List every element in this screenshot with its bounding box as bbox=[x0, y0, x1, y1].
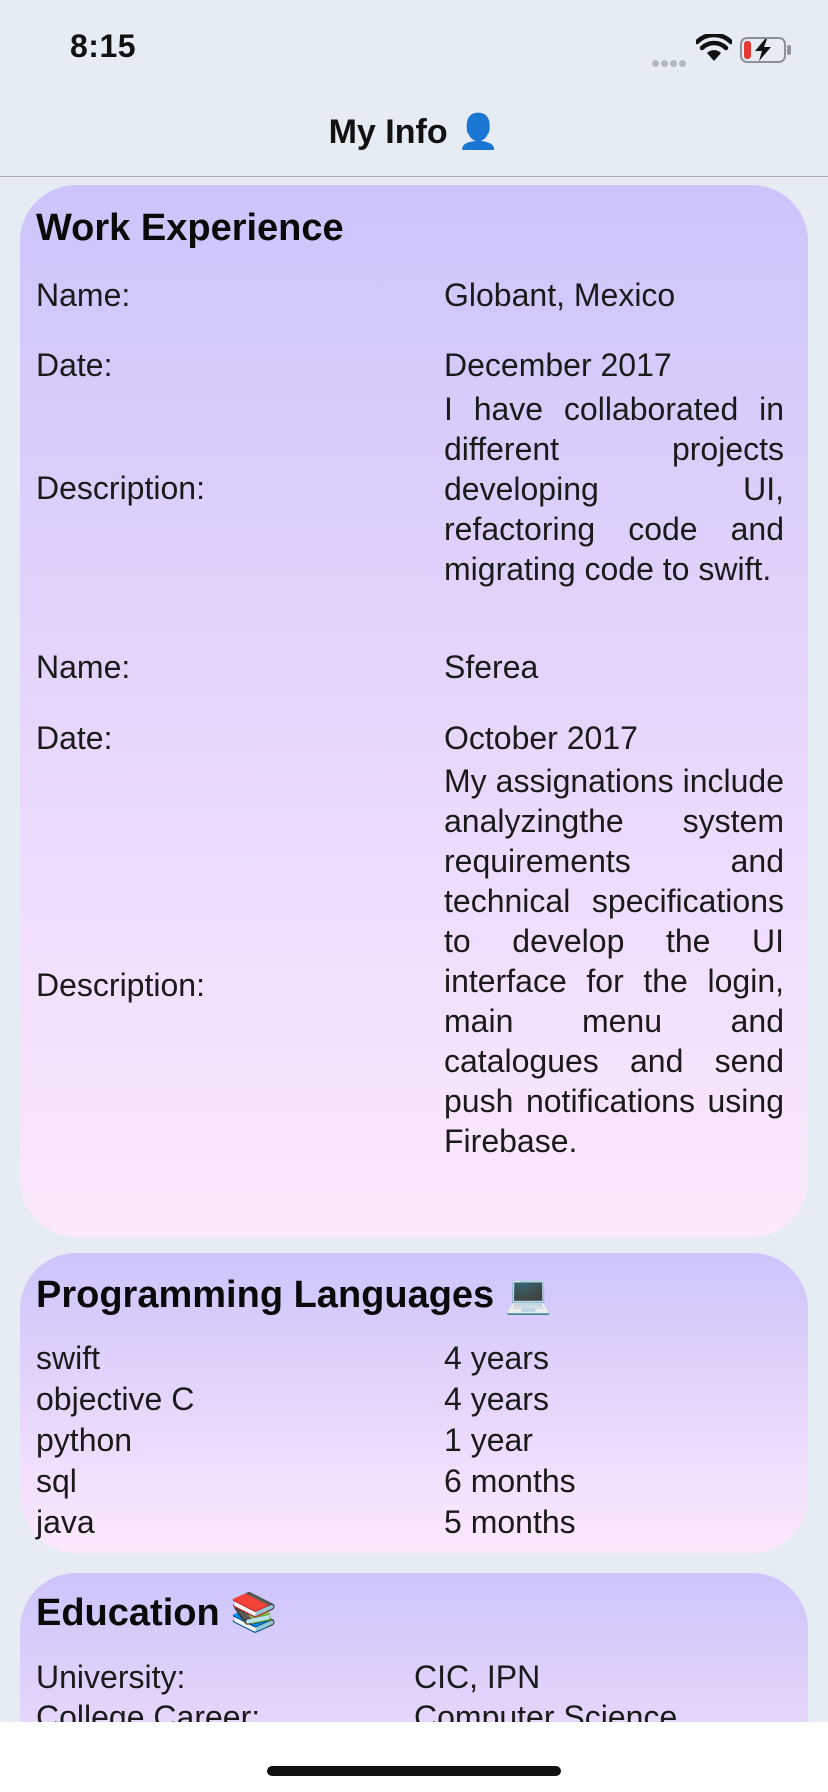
university-label: University: bbox=[36, 1659, 186, 1695]
university-value: CIC, IPN bbox=[414, 1659, 541, 1695]
page-title: My Info 👤 bbox=[328, 113, 500, 151]
home-indicator-area bbox=[0, 1722, 828, 1792]
job-description-label: Description: bbox=[36, 470, 205, 506]
language-duration: 5 months bbox=[444, 1504, 576, 1540]
job-name-label: Name: bbox=[36, 277, 131, 313]
education-title: Education 📚 bbox=[36, 1592, 278, 1634]
battery-low-charging-icon bbox=[740, 37, 791, 63]
job-name-label: Name: bbox=[36, 649, 131, 685]
signal-dots-icon bbox=[652, 54, 690, 67]
status-time: 8:15 bbox=[70, 28, 137, 64]
college-career-label: College Career: bbox=[36, 1699, 261, 1722]
job-date-label: Date: bbox=[36, 720, 113, 756]
wifi-icon bbox=[696, 34, 732, 61]
job-name-value: Sferea bbox=[444, 649, 539, 685]
language-duration: 4 years bbox=[444, 1381, 549, 1417]
language-name: objective C bbox=[36, 1381, 195, 1417]
job-date-value: October 2017 bbox=[444, 720, 638, 756]
navigation-bar: My Info 👤 bbox=[0, 98, 828, 177]
job-description-value: I have collaborated in different project… bbox=[444, 391, 784, 587]
college-career-value: Computer Science bbox=[414, 1699, 678, 1722]
job-description-label: Description: bbox=[36, 967, 205, 1003]
status-bar: 8:15 bbox=[0, 0, 828, 98]
language-name: swift bbox=[36, 1340, 100, 1376]
language-name: python bbox=[36, 1422, 133, 1458]
work-experience-title: Work Experience bbox=[36, 207, 344, 249]
language-duration: 4 years bbox=[444, 1340, 549, 1376]
home-indicator[interactable] bbox=[267, 1766, 561, 1776]
info-scroll-view[interactable]: Work Experience Name: Globant, Mexico Da… bbox=[0, 177, 828, 1722]
job-description-value: My assignations include analyzingthe sys… bbox=[444, 763, 784, 1159]
job-name-value: Globant, Mexico bbox=[444, 277, 676, 313]
work-experience-card: Work Experience Name: Globant, Mexico Da… bbox=[20, 185, 808, 1237]
job-date-label: Date: bbox=[36, 347, 113, 383]
language-duration: 1 year bbox=[444, 1422, 533, 1458]
programming-languages-card: Programming Languages 💻 swift 4 years ob… bbox=[20, 1253, 808, 1553]
programming-languages-title: Programming Languages 💻 bbox=[36, 1274, 553, 1316]
language-name: java bbox=[36, 1504, 95, 1540]
language-duration: 6 months bbox=[444, 1463, 576, 1499]
language-name: sql bbox=[36, 1463, 77, 1499]
education-card: Education 📚 University: CIC, IPN College… bbox=[20, 1573, 808, 1722]
job-date-value: December 2017 bbox=[444, 347, 672, 383]
